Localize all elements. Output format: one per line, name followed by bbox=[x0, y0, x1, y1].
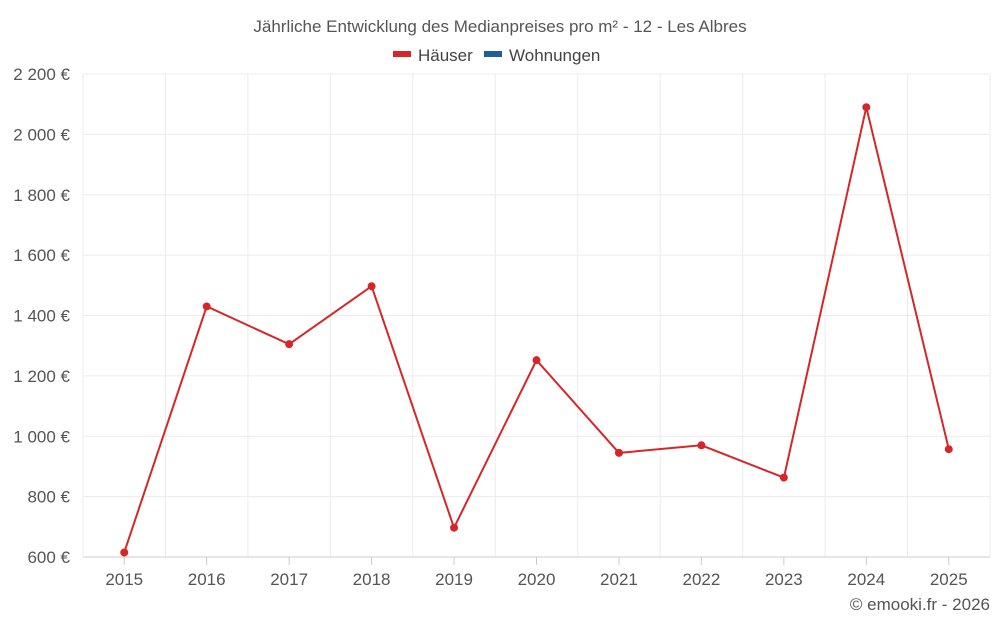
data-point-2015[interactable] bbox=[120, 548, 129, 557]
y-tick-label: 1 200 € bbox=[13, 367, 70, 386]
data-point-2023[interactable] bbox=[779, 473, 788, 482]
y-tick-label: 1 800 € bbox=[13, 186, 70, 205]
y-tick-label: 1 600 € bbox=[13, 246, 70, 265]
legend-label-wohnungen[interactable]: Wohnungen bbox=[509, 46, 600, 65]
data-point-2024[interactable] bbox=[862, 103, 871, 112]
y-tick-label: 800 € bbox=[27, 488, 70, 507]
y-tick-label: 2 000 € bbox=[13, 125, 70, 144]
data-point-2022[interactable] bbox=[697, 441, 706, 450]
x-tick-label: 2021 bbox=[600, 570, 638, 589]
x-tick-label: 2017 bbox=[270, 570, 308, 589]
x-tick-label: 2015 bbox=[105, 570, 143, 589]
y-tick-label: 600 € bbox=[27, 548, 70, 567]
x-tick-label: 2018 bbox=[353, 570, 391, 589]
data-point-2021[interactable] bbox=[614, 448, 623, 457]
legend-swatch-haeuser bbox=[393, 51, 411, 57]
data-point-2025[interactable] bbox=[944, 445, 953, 454]
data-point-2019[interactable] bbox=[450, 523, 459, 532]
x-tick-label: 2020 bbox=[518, 570, 556, 589]
credit-text: © emooki.fr - 2026 bbox=[850, 595, 990, 614]
x-tick-label: 2024 bbox=[847, 570, 885, 589]
x-tick-label: 2016 bbox=[188, 570, 226, 589]
series-layer bbox=[120, 103, 953, 557]
grid bbox=[82, 73, 991, 557]
legend-label-haeuser[interactable]: Häuser bbox=[418, 46, 473, 65]
x-tick-label: 2019 bbox=[435, 570, 473, 589]
x-tick-label: 2023 bbox=[765, 570, 803, 589]
data-point-2016[interactable] bbox=[202, 302, 211, 311]
data-point-2020[interactable] bbox=[532, 356, 541, 365]
x-tick-label: 2022 bbox=[682, 570, 720, 589]
y-tick-label: 1 400 € bbox=[13, 307, 70, 326]
axes: 600 € 800 € 1 000 € 1 200 € 1 400 € 1 600 € 1 … bbox=[13, 65, 990, 589]
data-point-2017[interactable] bbox=[285, 340, 294, 349]
data-point-2018[interactable] bbox=[367, 282, 376, 291]
y-tick-label: 2 200 € bbox=[13, 65, 70, 84]
x-tick-label: 2025 bbox=[930, 570, 968, 589]
y-tick-label: 1 000 € bbox=[13, 427, 70, 446]
chart-title: Jährliche Entwicklung des Medianpreises … bbox=[253, 17, 746, 36]
legend: Häuser Wohnungen bbox=[393, 46, 600, 65]
legend-swatch-wohnungen bbox=[484, 51, 502, 57]
